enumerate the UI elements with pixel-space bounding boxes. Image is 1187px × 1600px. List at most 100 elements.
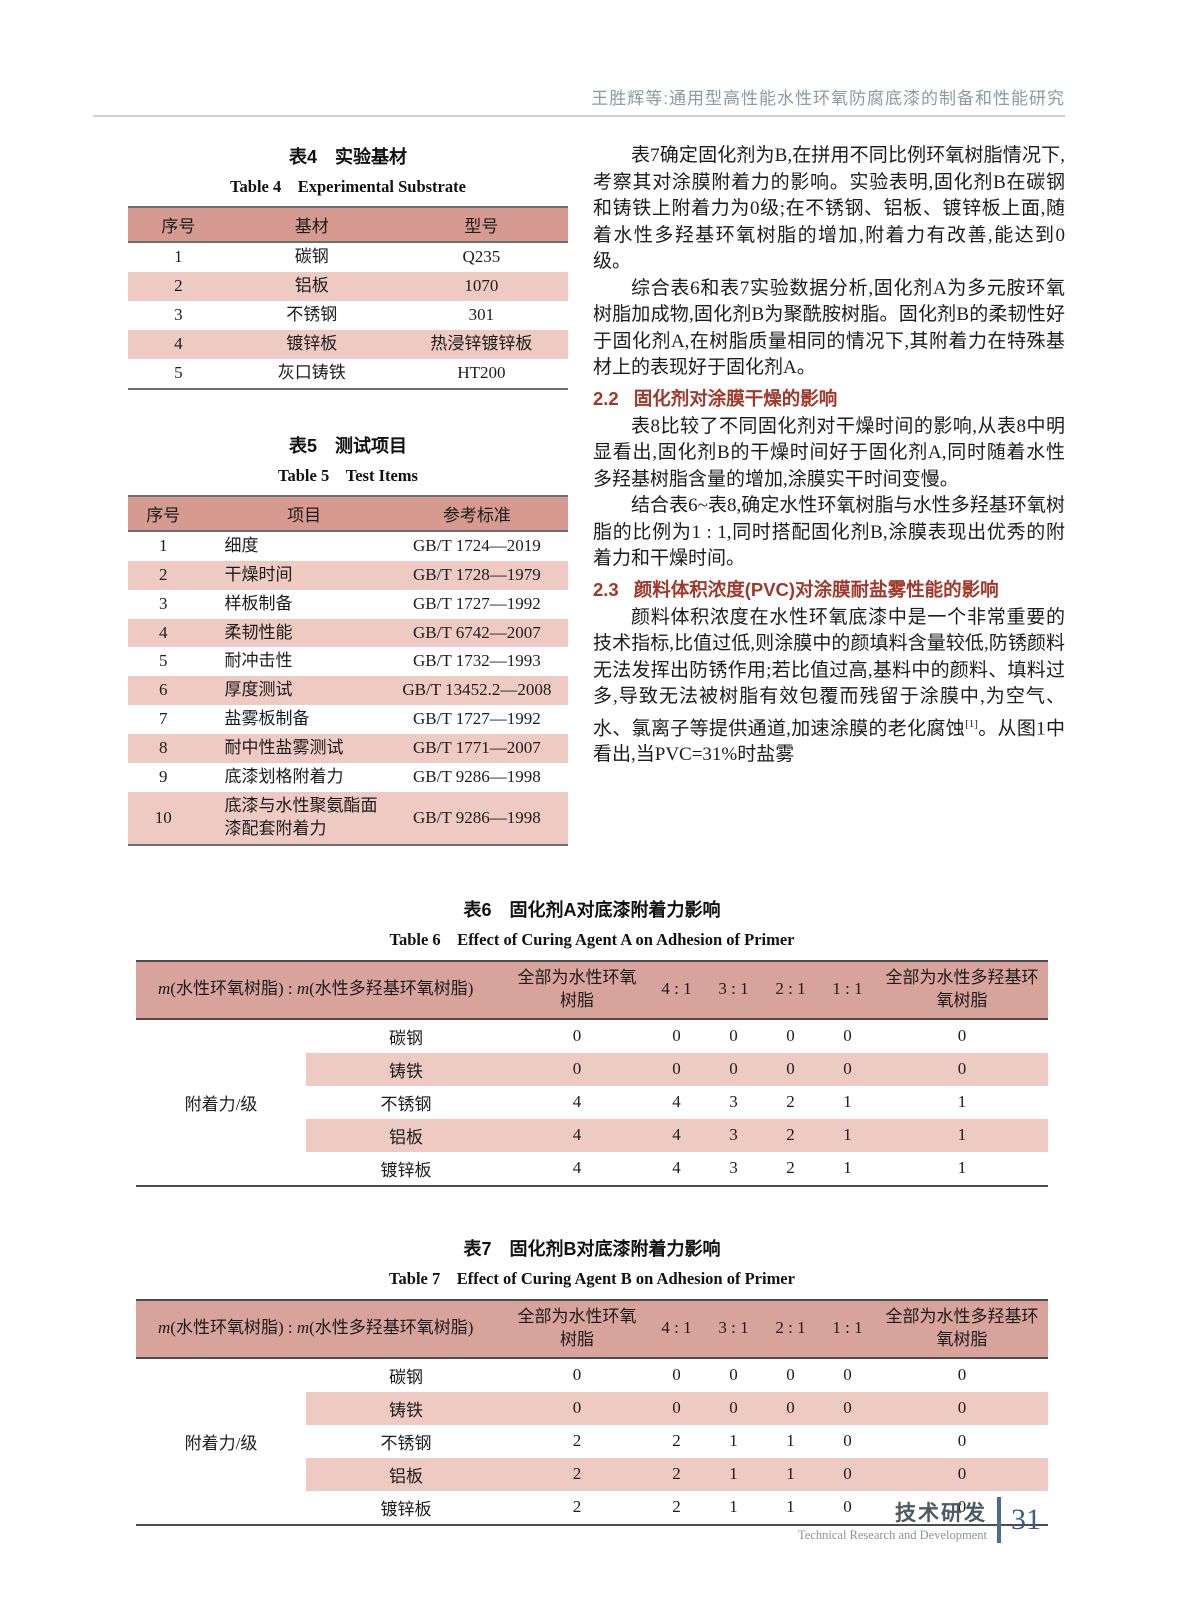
- table4-title-en: Table 4 Experimental Substrate: [230, 177, 466, 196]
- column-header: 序号: [128, 495, 199, 532]
- table-cell: 10: [128, 792, 199, 845]
- table-cell: 1: [705, 1457, 762, 1491]
- table-cell: 1: [843, 1158, 852, 1178]
- paragraph-text: 。从图1中看出,当PVC=31%时盐雾: [593, 717, 1065, 766]
- table-row: 5 耐冲击性 GB/T 1732—1993: [128, 647, 568, 676]
- table5-title-en: Table 5 Test Items: [278, 465, 418, 485]
- table-cell: 4: [572, 1158, 582, 1178]
- table6-title-en: Table 6 Effect of Curing Agent A on Adhe…: [389, 930, 795, 949]
- table-cell: 0: [843, 1497, 852, 1517]
- table-cell: 1: [174, 247, 183, 266]
- table-row: 铝板 4 4 3 2 1 1: [136, 1118, 1048, 1152]
- table6-title-zh: 表6 固化剂A对底漆附着力影响: [463, 900, 721, 920]
- two-column-area: 表4 实验基材 Table 4 Experimental Substrate 序…: [93, 143, 1065, 846]
- table-cell: 301: [468, 304, 495, 324]
- table-cell: 镀锌板: [228, 329, 395, 359]
- table-row: 6 厚度测试 GB/T 13452.2—2008: [128, 676, 568, 706]
- table-cell: 0: [843, 1365, 852, 1385]
- running-head: 王胜辉等:通用型高性能水性环氧防腐底漆的制备和性能研究: [591, 89, 1065, 108]
- table-cell: 0: [957, 1497, 967, 1517]
- column-header: 4 : 1: [648, 961, 705, 1020]
- footer-section-en: Technical Research and Development: [798, 1528, 987, 1542]
- table-cell: HT200: [457, 362, 506, 382]
- table-row: 3 样板制备 GB/T 1727—1992: [128, 590, 568, 619]
- table-cell: 7: [158, 709, 168, 729]
- ratio-column-header: m(水性环氧树脂) : m(水性多羟基环氧树脂): [136, 961, 506, 1020]
- table-row: 铝板 2 2 1 1 0 0: [136, 1457, 1048, 1491]
- table-cell: 5: [158, 651, 168, 671]
- footer-divider-bar: [997, 1497, 1001, 1543]
- table-cell: 底漆划格附着力: [224, 767, 344, 787]
- table-cell: 灰口铸铁: [277, 362, 346, 382]
- table-row: 2 铝板 1070: [128, 271, 568, 301]
- table-cell: 0: [843, 1026, 852, 1046]
- table-cell: 2: [786, 1158, 795, 1178]
- table4-title-zh: 表4 实验基材: [288, 147, 407, 167]
- column-header: 基材: [228, 207, 395, 243]
- row-group-label: 附着力/级: [136, 1357, 306, 1525]
- table-cell: 干燥时间: [198, 560, 386, 590]
- table-cell: 1: [957, 1158, 967, 1178]
- table-cell: 0: [876, 1052, 1048, 1086]
- table-cell: 2: [786, 1092, 795, 1112]
- table-cell: 热浸锌镀锌板: [394, 329, 568, 359]
- table-row: 5 灰口铸铁 HT200: [128, 359, 568, 389]
- table-cell: Q235: [462, 247, 501, 266]
- table-cell: 0: [957, 1431, 967, 1451]
- substrate-cell: 铸铁: [306, 1391, 506, 1425]
- table-cell: 1: [876, 1118, 1048, 1152]
- table-cell: GB/T 1727—1992: [413, 593, 541, 613]
- section-number: 2.2: [593, 387, 619, 409]
- footer-labels: 技术研发 Technical Research and Development: [798, 1497, 987, 1543]
- table-cell: 0: [957, 1026, 967, 1046]
- citation-marker: [1]: [965, 717, 978, 730]
- paragraph: 结合表6~表8,确定水性环氧树脂与水性多羟基环氧树脂的比例为1 : 1,同时搭配…: [593, 495, 1065, 569]
- table-row: 4 柔韧性能 GB/T 6742—2007: [128, 618, 568, 648]
- table-cell: 耐中性盐雾测试: [198, 734, 386, 764]
- table7-block: 表7 固化剂B对底漆附着力影响 Table 7 Effect of Curing…: [136, 1235, 1048, 1526]
- table-cell: GB/T 1732—1993: [413, 651, 541, 671]
- table-cell: 0: [819, 1052, 876, 1086]
- table-cell: 1: [786, 1497, 795, 1517]
- page-number: 31: [1011, 1503, 1041, 1536]
- page-footer: 技术研发 Technical Research and Development …: [798, 1497, 1041, 1543]
- substrate-cell: 不锈钢: [380, 1094, 432, 1114]
- table-row: 不锈钢 2 2 1 1 0 0: [136, 1425, 1048, 1458]
- table-cell: 9: [158, 767, 168, 787]
- table-row: 9 底漆划格附着力 GB/T 9286—1998: [128, 763, 568, 792]
- table-cell: 碳钢: [294, 247, 329, 266]
- substrate-cell: 镀锌板: [380, 1499, 432, 1519]
- footer-section-zh: 技术研发: [895, 1502, 987, 1525]
- table-row: 8 耐中性盐雾测试 GB/T 1771—2007: [128, 734, 568, 764]
- table-cell: 4: [572, 1092, 582, 1112]
- table-cell: 0: [819, 1391, 876, 1425]
- table-cell: 1: [158, 535, 168, 555]
- table-cell: 4: [128, 329, 229, 359]
- table7-title-zh: 表7 固化剂B对底漆附着力影响: [463, 1238, 721, 1259]
- table-cell: 0: [506, 1391, 648, 1425]
- table-cell: 0: [819, 1457, 876, 1491]
- table-cell: 2: [672, 1497, 681, 1517]
- table-cell: GB/T 1728—1979: [385, 560, 568, 590]
- table-cell: 4: [506, 1118, 648, 1152]
- substrate-cell: 铸铁: [306, 1052, 506, 1086]
- table7-title-en: Table 7 Effect of Curing Agent B on Adhe…: [389, 1268, 795, 1288]
- table-cell: GB/T 9286—1998: [413, 767, 541, 787]
- column-header: 序号: [128, 207, 229, 243]
- table-cell: 1: [843, 1092, 852, 1112]
- column-header: 全部为水性多羟基环氧树脂: [876, 961, 1048, 1020]
- table-header-row: 序号 基材 型号: [128, 207, 568, 243]
- table-row: 1 细度 GB/T 1724—2019: [128, 531, 568, 561]
- table-cell: 2: [128, 560, 199, 590]
- column-header: 2 : 1: [762, 1299, 819, 1359]
- table-row: 10 底漆与水性聚氨酯面漆配套附着力 GB/T 9286—1998: [128, 792, 568, 845]
- table6: m(水性环氧树脂) : m(水性多羟基环氧树脂) 全部为水性环氧树脂 4 : 1…: [136, 960, 1048, 1187]
- table-cell: 盐雾板制备: [224, 709, 310, 729]
- table-cell: 0: [648, 1391, 705, 1425]
- table-cell: GB/T 6742—2007: [385, 618, 568, 648]
- table5: 序号 项目 参考标准 1 细度 GB/T 1724—2019: [128, 494, 568, 846]
- table-cell: 柔韧性能: [198, 618, 386, 648]
- table-cell: 1: [762, 1457, 819, 1491]
- table-row: 铸铁 0 0 0 0 0 0: [136, 1052, 1048, 1086]
